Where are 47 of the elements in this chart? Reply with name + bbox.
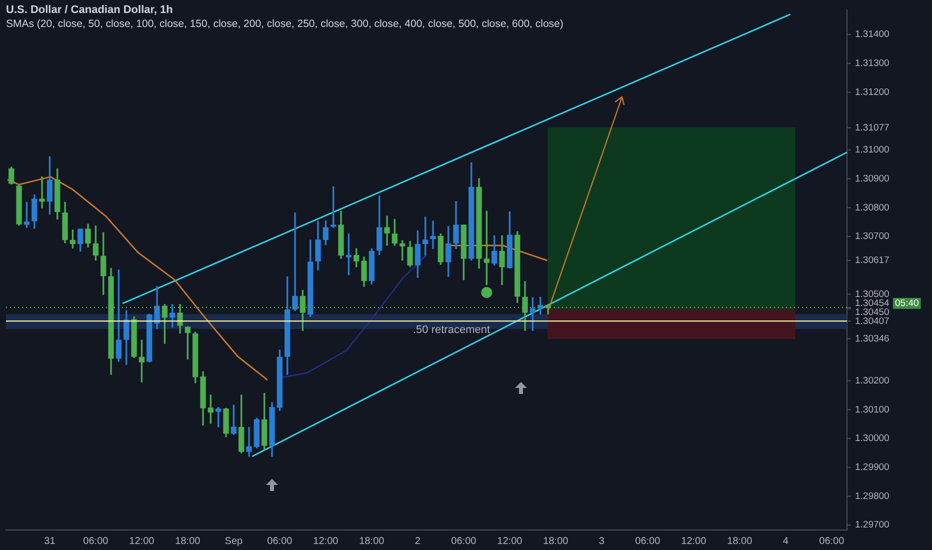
x-tick-label: 12:00	[129, 536, 155, 547]
x-tick-label: 18:00	[175, 536, 201, 547]
x-tick-label: 12:00	[313, 536, 339, 547]
x-tick-label: 2	[414, 536, 421, 547]
candlestick	[292, 212, 298, 312]
x-tick-label: 06:00	[819, 536, 845, 547]
x-tick-label: 12:00	[681, 536, 707, 547]
y-tick-label: 1.30200	[855, 375, 890, 386]
x-tick-label: 12:00	[497, 536, 523, 547]
y-tick-label: 1.31000	[855, 144, 890, 156]
candlestick	[39, 176, 45, 208]
x-tick-label: 06:00	[83, 536, 109, 547]
y-tick-label: 1.29700	[855, 520, 890, 531]
x-tick-label: 31	[44, 536, 56, 547]
y-tick-label: 1.31077	[855, 122, 890, 134]
x-tick-label: Sep	[224, 536, 244, 547]
chart-title: U.S. Dollar / Canadian Dollar, 1h	[6, 4, 173, 16]
x-tick-label: 18:00	[727, 536, 753, 547]
y-tick-label: 1.31200	[855, 86, 890, 98]
candlestick	[246, 426, 252, 457]
y-tick-label: 1.30100	[855, 404, 890, 416]
y-tick-label: 1.30407	[855, 316, 890, 328]
text: 05:40	[895, 298, 919, 310]
y-tick-label: 1.30500	[855, 288, 890, 300]
y-tick-label: 1.31300	[855, 58, 890, 70]
y-tick-label: 1.30900	[855, 173, 890, 184]
y-tick-label: 1.30346	[855, 333, 890, 344]
y-tick-label: 1.30454	[855, 298, 890, 310]
candlestick	[430, 220, 436, 249]
y-tick-label: 1.30700	[855, 231, 890, 242]
y-tick-label: 1.30800	[855, 202, 890, 214]
y-tick-label: 1.30450	[855, 307, 890, 318]
y-tick-label: 1.29800	[855, 490, 890, 502]
text: SMAs (20, close, 50, close, 100, close, 150, close, 200, close, 250, close, 300, close, 400, close, 500, close, 600, close)	[6, 18, 564, 30]
candlestick	[384, 216, 390, 246]
ref-line-label: .50 retracement	[412, 324, 490, 336]
x-tick-label: 06:00	[635, 536, 661, 547]
x-tick-label: 4	[782, 536, 789, 547]
y-tick-label: 1.30617	[855, 255, 890, 266]
x-tick-label: 06:00	[451, 536, 477, 547]
y-tick-label: 1.31400	[855, 29, 890, 40]
y-tick-label: 1.29900	[855, 462, 890, 474]
x-tick-label: 06:00	[267, 536, 293, 547]
y-tick-label: 1.30000	[855, 433, 890, 444]
x-tick-label: 3	[598, 536, 605, 547]
x-tick-label: 18:00	[543, 536, 569, 547]
x-tick-label: 18:00	[359, 536, 385, 547]
